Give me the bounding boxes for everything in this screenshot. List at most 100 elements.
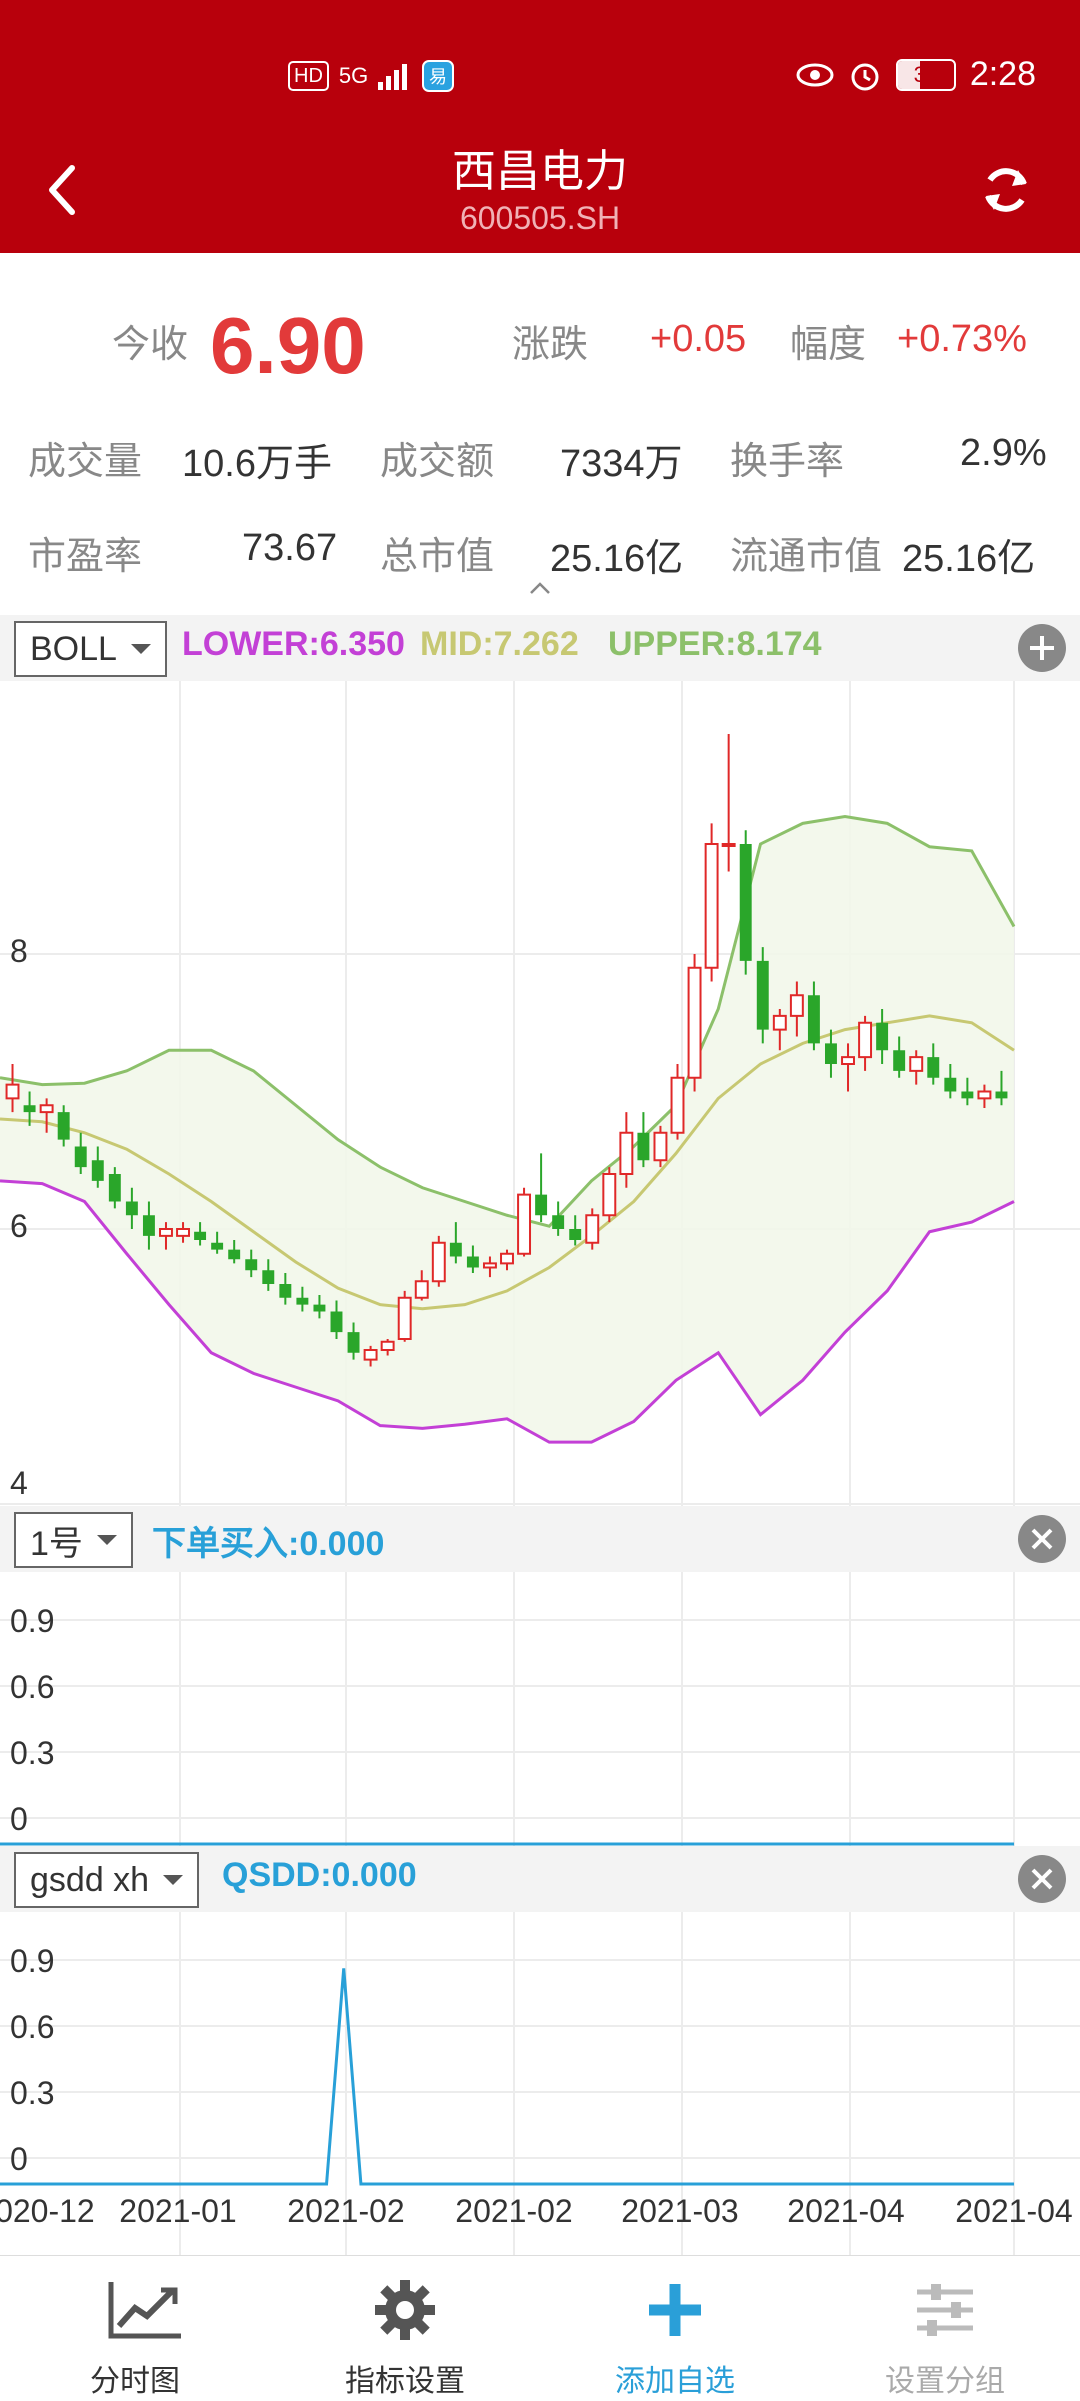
candle-body: [142, 1215, 155, 1236]
candle-body: [347, 1332, 360, 1353]
amplitude-label: 幅度: [790, 322, 867, 366]
nav-label: 指标设置: [345, 2364, 465, 2399]
candle-body: [296, 1297, 309, 1305]
nav-label: 设置分组: [885, 2364, 1005, 2399]
candle-body: [602, 1173, 617, 1217]
candle-body: [841, 1056, 855, 1065]
candle-body: [739, 844, 752, 961]
app-header: [0, 0, 1080, 253]
float-cap-value: 25.16亿: [902, 538, 1036, 580]
candle-body: [893, 1050, 906, 1071]
stock-name: 西昌电力: [452, 146, 628, 197]
gear-icon: [375, 2280, 435, 2340]
boll-candlestick-chart[interactable]: 8 6 4: [0, 681, 1080, 1506]
boll-panel-bar: BOLL LOWER:6.350 MID:7.262 UPPER:8.174: [0, 615, 1080, 681]
boll-lower-label: LOWER:6.350: [182, 625, 405, 663]
candle-body: [330, 1311, 343, 1333]
add-indicator-icon[interactable]: [1018, 624, 1066, 672]
candle-body: [363, 1349, 378, 1361]
boll-mid-label: MID:7.262: [420, 625, 579, 663]
y-tick-label: 0.3: [10, 2075, 54, 2111]
x-tick-label: 2021-01: [119, 2193, 236, 2229]
candle-body: [279, 1284, 292, 1298]
candle-body: [756, 960, 769, 1030]
nav-item-add-watchlist[interactable]: 添加自选: [540, 2256, 810, 2401]
candle-body: [194, 1231, 207, 1240]
amplitude-value: +0.73%: [897, 318, 1027, 360]
hd-badge: HD: [288, 61, 329, 91]
candle-body: [637, 1132, 650, 1161]
back-arrow-icon[interactable]: [40, 160, 84, 220]
alarm-icon: [851, 63, 879, 90]
status-right: 39 2:28: [796, 55, 1036, 94]
panel2-selector-label: 1号: [30, 1524, 83, 1563]
close-panel3-icon[interactable]: [1018, 1855, 1066, 1903]
svg-text:易: 易: [429, 67, 447, 87]
candle-body: [108, 1174, 121, 1202]
bottom-nav: 分时图 指标设置 添加自选 设置分组: [0, 2255, 1080, 2401]
nav-item-indicator-settings[interactable]: 指标设置: [270, 2256, 540, 2401]
candle-body: [431, 1241, 446, 1283]
collapse-chevron-icon[interactable]: [528, 580, 552, 596]
candle-body: [262, 1270, 275, 1284]
candle-body: [125, 1201, 138, 1216]
candle-body: [91, 1160, 104, 1181]
candle-body: [909, 1056, 924, 1072]
boll-mid-line: [0, 1014, 1015, 1311]
candle-body: [687, 966, 702, 1079]
close-label: 今收: [112, 322, 189, 366]
candle-body: [159, 1228, 173, 1237]
candle-body: [535, 1194, 548, 1216]
close-price: 6.90: [210, 301, 366, 390]
candle-body: [653, 1131, 668, 1162]
boll-upper-line: [0, 814, 1016, 1228]
panel2-selector[interactable]: 1号: [14, 1512, 133, 1568]
candle-body: [380, 1340, 395, 1351]
candle-body: [995, 1091, 1008, 1099]
candle-body: [876, 1022, 889, 1051]
refresh-icon[interactable]: [976, 160, 1036, 220]
chart-trend-icon: [108, 2282, 181, 2339]
candle-body: [57, 1112, 70, 1140]
indicator-selector[interactable]: BOLL: [14, 621, 167, 677]
volume-label: 成交量: [28, 439, 143, 483]
panel2-value-label: 下单买入:0.000: [152, 1525, 385, 1563]
chevron-down-icon: [96, 1535, 117, 1545]
panel2-chart: 0.9 0.6 0.3 0: [0, 1572, 1080, 1846]
boll-upper-label: UPPER:8.174: [608, 625, 822, 663]
turnover-rate-label: 换手率: [730, 439, 845, 483]
candle-body: [23, 1105, 36, 1113]
nav-label: 分时图: [90, 2364, 180, 2399]
nav-item-timeshare[interactable]: 分时图: [0, 2256, 270, 2401]
candle-body: [5, 1083, 20, 1100]
panel3-selector[interactable]: gsdd xh: [14, 1852, 200, 1908]
close-panel2-icon[interactable]: [1018, 1515, 1066, 1563]
y-tick-label: 0.9: [10, 1943, 54, 1979]
indicator-selector-label: BOLL: [30, 629, 117, 668]
y-tick-label: 6: [10, 1208, 28, 1244]
candle-body: [482, 1262, 497, 1269]
signal-icon: 5G: [338, 63, 369, 88]
candle-body: [858, 1021, 873, 1059]
float-cap-label: 流通市值: [730, 534, 883, 578]
candle-body: [466, 1256, 479, 1268]
candle-body: [789, 994, 804, 1017]
app-notification-icon: 易: [422, 60, 455, 92]
panel3-selector-label: gsdd xh: [30, 1860, 150, 1899]
pe-label: 市盈率: [28, 534, 143, 578]
nav-item-set-group[interactable]: 设置分组: [810, 2256, 1080, 2401]
candle-body: [517, 1193, 532, 1255]
candle-body: [552, 1215, 565, 1229]
plus-icon: [649, 2284, 701, 2336]
candle-body: [449, 1242, 462, 1257]
candle-body: [414, 1280, 429, 1299]
candle-body: [39, 1104, 54, 1114]
status-icons: HD 5G 易: [288, 60, 455, 92]
candle-body: [74, 1146, 87, 1168]
pe-value: 73.67: [242, 527, 338, 569]
candle-body: [670, 1076, 685, 1134]
signal-bars-icon: [378, 64, 408, 90]
y-tick-label: 0.6: [10, 2009, 54, 2045]
x-tick-label: 2020-12: [0, 2193, 95, 2229]
clock-time: 2:28: [969, 55, 1036, 93]
